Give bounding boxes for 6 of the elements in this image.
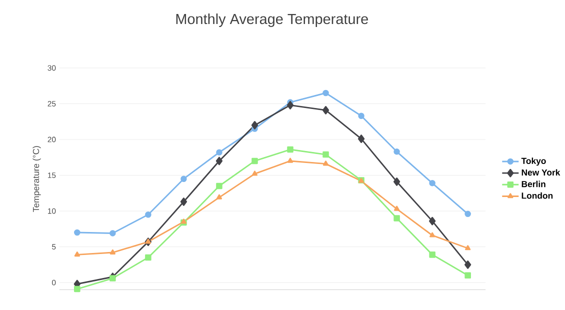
legend-label: London <box>522 192 553 199</box>
legend-label: Tokyo <box>521 158 546 166</box>
legend-label: New York <box>522 169 560 176</box>
chart-title: Monthly Average Temperature <box>176 14 368 28</box>
legend-label: Berlin <box>522 181 546 188</box>
y-axis-title: Temperature (°C) <box>32 146 41 212</box>
